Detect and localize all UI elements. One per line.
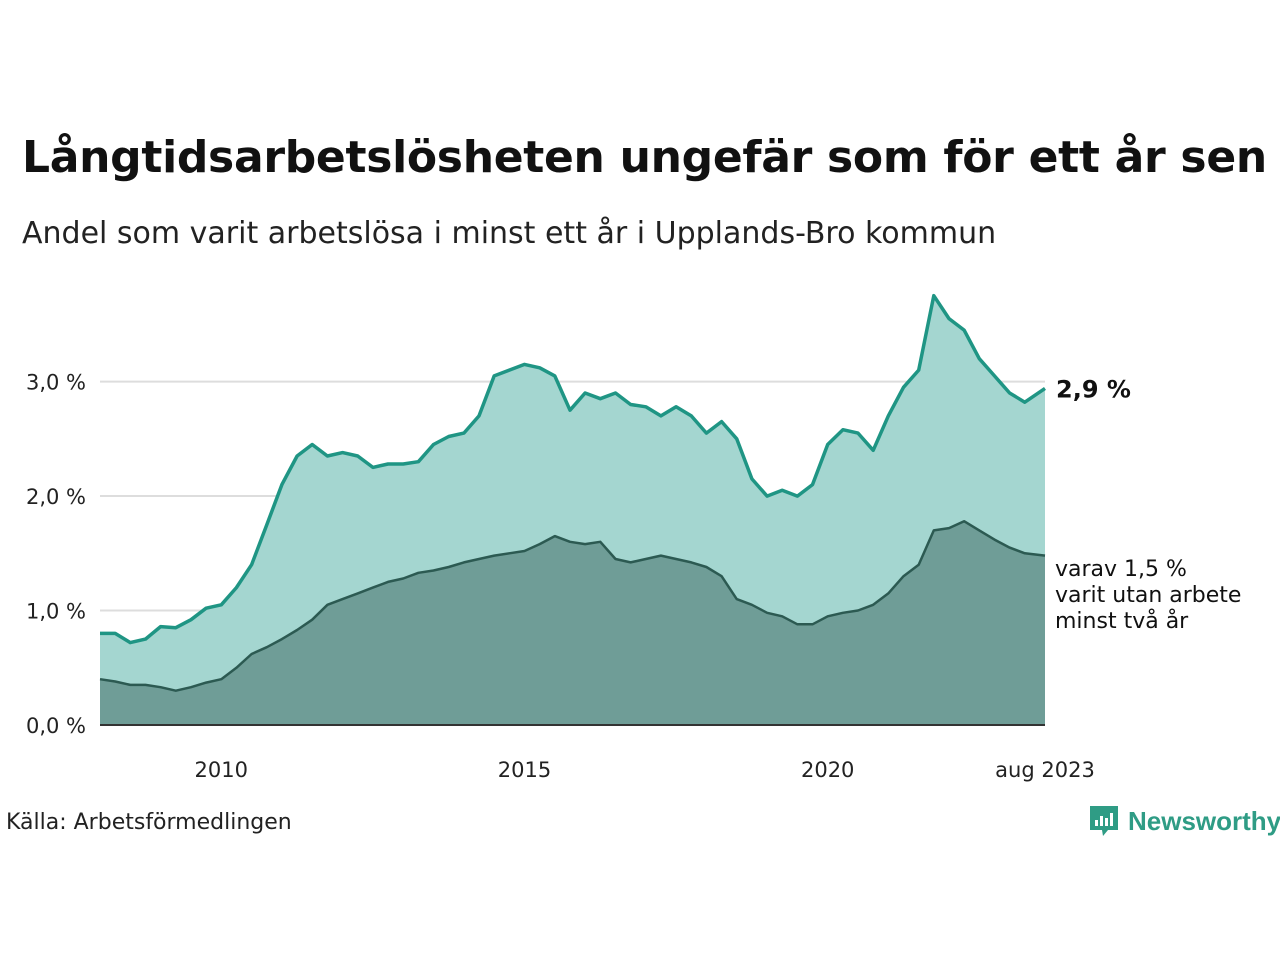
series-2-annotation-line: varav 1,5 % <box>1055 557 1187 582</box>
x-tick-label: 2010 <box>195 758 248 782</box>
x-tick-label: 2015 <box>498 758 551 782</box>
series-2-area <box>100 521 1045 725</box>
y-tick-label: 2,0 % <box>26 485 86 509</box>
source-note: Källa: Arbetsförmedlingen <box>6 810 292 835</box>
series-areas <box>99 293 1046 725</box>
series-1-end-label: 2,9 % <box>1056 375 1131 403</box>
brand-logo: Newsworthy <box>1088 804 1280 838</box>
chart-subtitle: Andel som varit arbetslösa i minst ett å… <box>22 216 997 251</box>
brand-name: Newsworthy <box>1128 805 1280 836</box>
y-tick-label: 0,0 % <box>26 714 86 738</box>
y-tick-label: 3,0 % <box>26 371 86 395</box>
y-tick-label: 1,0 % <box>26 600 86 624</box>
chart-title: Långtidsarbetslösheten ungefär som för e… <box>22 132 1267 183</box>
series-2-annotation-line: varit utan arbete <box>1055 583 1241 608</box>
x-tick-label: 2020 <box>801 758 854 782</box>
series-2-line <box>99 519 1046 692</box>
x-tick-label: aug 2023 <box>995 758 1095 782</box>
newsworthy-logo-icon <box>1090 806 1118 836</box>
series-1-line <box>100 293 1046 645</box>
axes: 0,0 % 1,0 % 2,0 % 3,0 % 2010 2015 2020 aug 2023 <box>26 371 1095 782</box>
series-2-annotation-line: minst två år <box>1055 608 1189 634</box>
